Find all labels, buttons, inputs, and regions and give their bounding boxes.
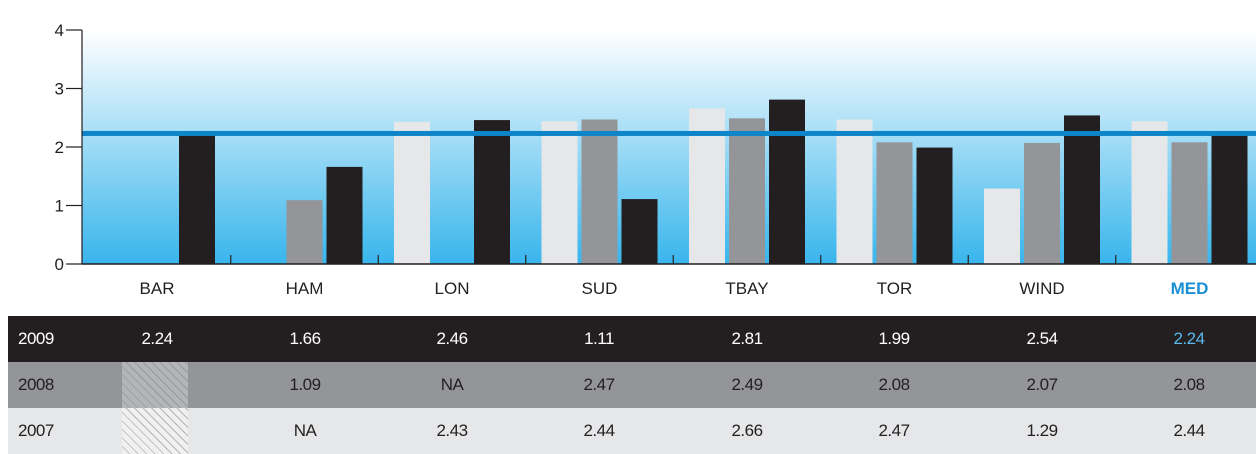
table-cell: 1.11 xyxy=(584,329,614,348)
y-tick-label: 2 xyxy=(55,138,64,157)
bar-2008-wind xyxy=(1024,142,1060,264)
x-tick-label-sud: SUD xyxy=(582,279,618,298)
bar-2008-sud xyxy=(581,119,618,264)
table-cell: 2.49 xyxy=(731,375,763,394)
table-cell: 1.29 xyxy=(1026,421,1058,440)
table-cell: 2.08 xyxy=(1173,375,1205,394)
table-cell: 2.47 xyxy=(583,375,615,394)
bar-2008-med xyxy=(1171,142,1208,264)
x-tick-label-tor: TOR xyxy=(877,279,913,298)
table-cell: NA xyxy=(440,375,464,394)
x-tick-label-tbay: TBAY xyxy=(725,279,768,298)
x-tick-label-med: MED xyxy=(1171,279,1209,298)
table-cell: 1.09 xyxy=(289,375,321,394)
bar-2009-tor xyxy=(916,147,953,264)
hatched-no-data-cell xyxy=(122,408,188,454)
table-cell: 2.08 xyxy=(878,375,910,394)
table-cell: 2.81 xyxy=(731,329,763,348)
bar-chart: 0 1 2 3 4 BAR HAM LON SUD TBAY TOR WIND MED xyxy=(55,21,1256,298)
x-tick-label-lon: LON xyxy=(435,279,470,298)
plot-area-background xyxy=(82,30,1256,264)
table-cell: 2.44 xyxy=(583,421,615,440)
table-cell: 2.47 xyxy=(878,421,910,440)
row-year-label: 2007 xyxy=(18,421,54,440)
table-cell: 1.66 xyxy=(289,329,321,348)
y-tick-label: 1 xyxy=(55,197,64,216)
table-cell: 2.54 xyxy=(1026,329,1058,348)
table-row-2007: 2007 NA 2.43 2.44 2.66 2.47 1.29 2.44 xyxy=(8,408,1256,454)
bar-2007-wind xyxy=(984,188,1020,264)
y-tick-label: 4 xyxy=(55,21,64,40)
y-tick-label: 3 xyxy=(55,80,64,99)
bar-2007-sud xyxy=(541,121,578,264)
table-row-2009: 2009 2.24 1.66 2.46 1.11 2.81 1.99 2.54 … xyxy=(8,316,1256,362)
x-tick-label-bar: BAR xyxy=(140,279,175,298)
bar-2009-sud xyxy=(621,199,658,264)
table-cell: 2.07 xyxy=(1026,375,1058,394)
table-cell: 2.46 xyxy=(436,329,468,348)
bar-2007-med xyxy=(1131,121,1168,264)
bar-2009-ham xyxy=(326,166,363,264)
row-year-label: 2009 xyxy=(18,329,54,348)
bar-2008-tor xyxy=(876,142,913,264)
hatched-no-data-cell xyxy=(122,362,188,408)
y-tick-label: 0 xyxy=(55,255,64,274)
table-cell: 2.24 xyxy=(141,329,173,348)
bar-2009-lon xyxy=(474,120,510,264)
bar-2009-tbay xyxy=(769,99,805,265)
bar-2008-ham xyxy=(286,200,323,264)
table-cell: 1.99 xyxy=(878,329,910,348)
table-cell-highlight: 2.24 xyxy=(1173,329,1205,348)
bar-2009-bar xyxy=(179,132,215,264)
x-tick-label-wind: WIND xyxy=(1019,279,1064,298)
bar-2008-tbay xyxy=(729,118,765,265)
table-cell: 2.66 xyxy=(731,421,763,440)
bar-2009-med xyxy=(1211,132,1248,264)
data-table: 2009 2.24 1.66 2.46 1.11 2.81 1.99 2.54 … xyxy=(8,316,1256,454)
reference-line xyxy=(82,130,1256,136)
table-row-2008: 2008 1.09 NA 2.47 2.49 2.08 2.07 2.08 xyxy=(8,362,1256,408)
x-tick-label-ham: HAM xyxy=(286,279,324,298)
bar-2007-lon xyxy=(394,121,430,264)
bar-2009-wind xyxy=(1064,115,1100,264)
row-year-label: 2008 xyxy=(18,375,54,394)
table-cell: NA xyxy=(293,421,317,440)
table-cell: 2.43 xyxy=(436,421,468,440)
table-cell: 2.44 xyxy=(1173,421,1205,440)
bar-2007-tor xyxy=(836,119,873,264)
